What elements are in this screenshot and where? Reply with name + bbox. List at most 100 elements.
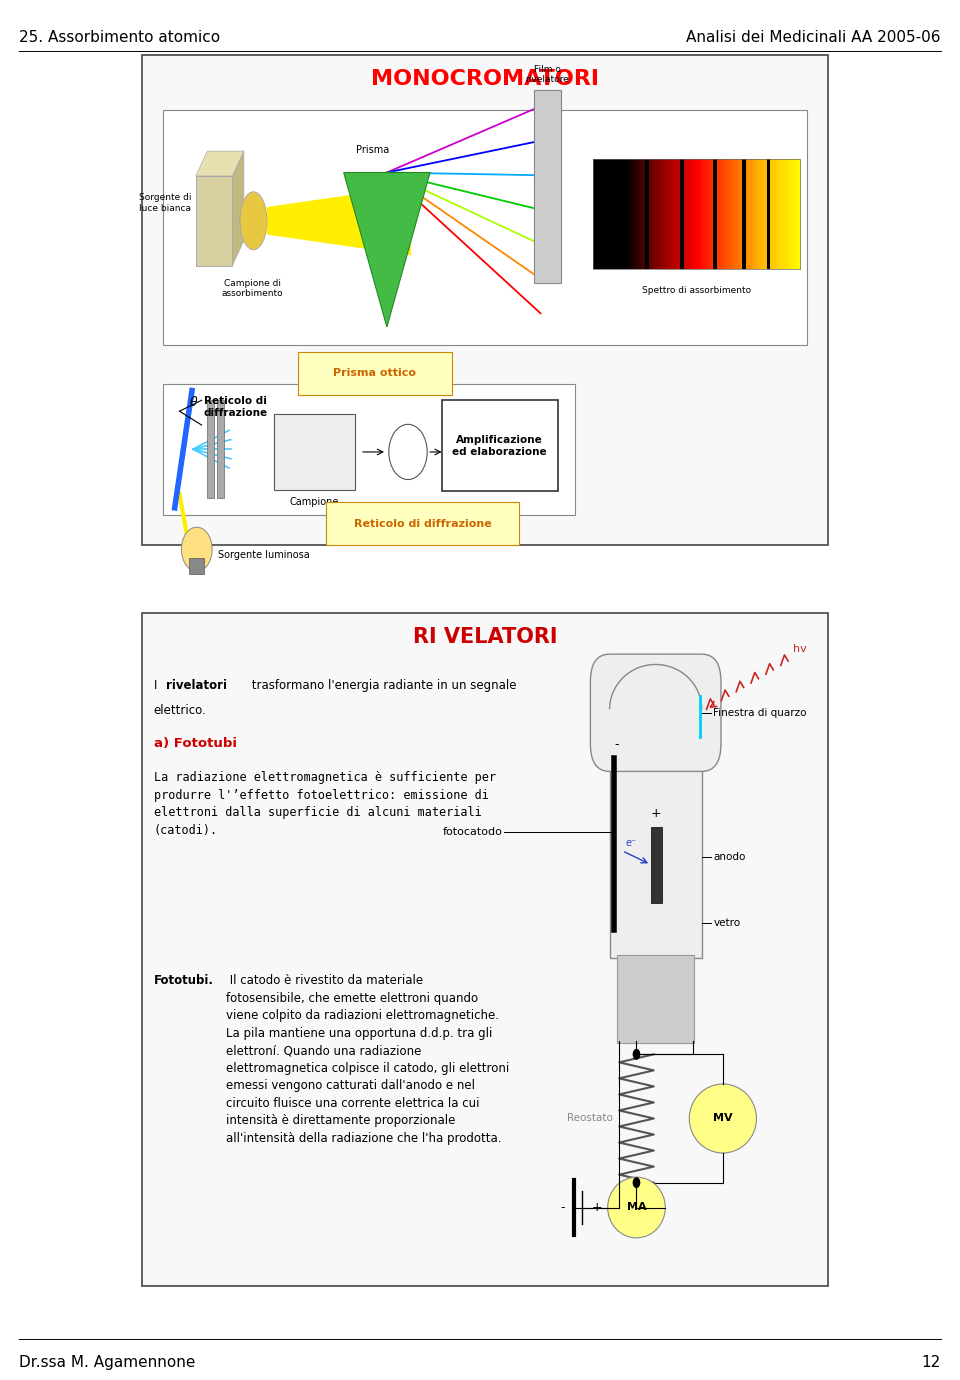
Bar — [662, 159, 666, 269]
Polygon shape — [196, 152, 244, 177]
Text: Amplificazione
ed elaborazione: Amplificazione ed elaborazione — [452, 435, 547, 457]
Bar — [697, 159, 701, 269]
Bar — [776, 159, 780, 269]
Ellipse shape — [689, 1085, 756, 1152]
Bar — [772, 159, 777, 269]
Bar — [704, 159, 708, 269]
Bar — [710, 159, 714, 269]
Bar — [648, 159, 653, 269]
Polygon shape — [267, 186, 411, 255]
Text: MONOCROMATORI: MONOCROMATORI — [372, 69, 599, 88]
Text: Reostato: Reostato — [566, 1114, 612, 1123]
Bar — [196, 177, 232, 265]
Text: Film o
rivelatore: Film o rivelatore — [525, 65, 569, 84]
Circle shape — [389, 425, 427, 480]
Bar — [689, 159, 694, 269]
Bar — [669, 159, 673, 269]
FancyBboxPatch shape — [298, 352, 452, 395]
Bar — [707, 159, 711, 269]
Bar — [142, 55, 828, 545]
Bar — [645, 159, 649, 269]
Bar — [748, 159, 753, 269]
Text: RI VELATORI: RI VELATORI — [413, 627, 558, 646]
Text: Il catodo è rivestito da materiale
fotosensibile, che emette elettroni quando
vi: Il catodo è rivestito da materiale fotos… — [226, 974, 509, 1145]
Bar — [765, 159, 770, 269]
Bar — [676, 159, 681, 269]
Bar — [610, 730, 702, 958]
Bar — [611, 159, 615, 269]
Text: Sorgente di
luce bianca: Sorgente di luce bianca — [138, 193, 191, 213]
Text: e⁻: e⁻ — [626, 838, 637, 847]
FancyBboxPatch shape — [590, 654, 721, 771]
Bar — [665, 159, 670, 269]
Text: Finestra di quarzo: Finestra di quarzo — [713, 708, 806, 719]
Bar — [713, 159, 717, 269]
Text: 25. Assorbimento atomico: 25. Assorbimento atomico — [19, 30, 221, 46]
Bar — [593, 159, 800, 269]
Bar — [628, 159, 632, 269]
Bar — [607, 159, 612, 269]
Text: rivelatori: rivelatori — [166, 679, 228, 691]
Text: hv: hv — [793, 644, 806, 654]
Bar — [780, 159, 783, 269]
Text: MA: MA — [627, 1202, 646, 1213]
Bar — [617, 159, 622, 269]
Bar — [762, 159, 766, 269]
Bar — [641, 159, 646, 269]
Bar — [680, 159, 684, 269]
Text: 12: 12 — [922, 1355, 941, 1370]
Bar — [659, 159, 663, 269]
Text: fotocatodo: fotocatodo — [443, 828, 502, 838]
Text: Sorgente luminosa: Sorgente luminosa — [218, 549, 310, 560]
Bar — [793, 159, 797, 269]
Bar — [737, 159, 742, 269]
Bar — [745, 159, 749, 269]
Bar — [621, 159, 625, 269]
Bar — [207, 400, 214, 498]
Text: Campione: Campione — [290, 497, 339, 506]
Text: trasformano l'energia radiante in un segnale: trasformano l'energia radiante in un seg… — [248, 679, 516, 691]
Text: La radiazione elettromagnetica è sufficiente per
produrre l'’effetto fotoelettri: La radiazione elettromagnetica è suffici… — [154, 771, 495, 836]
Bar — [652, 159, 657, 269]
Text: Campione di
assorbimento: Campione di assorbimento — [222, 279, 283, 298]
Text: Rivelatore: Rivelatore — [385, 370, 431, 380]
Circle shape — [633, 1049, 640, 1060]
Bar — [274, 414, 355, 490]
Bar — [742, 159, 746, 269]
Text: Dr.ssa M. Agamennone: Dr.ssa M. Agamennone — [19, 1355, 196, 1370]
Bar — [604, 159, 608, 269]
Text: elettrico.: elettrico. — [154, 704, 206, 716]
Bar — [614, 159, 618, 269]
Text: +: + — [591, 1201, 602, 1214]
Bar — [600, 159, 605, 269]
Text: a) Fototubi: a) Fototubi — [154, 737, 236, 749]
Bar — [635, 159, 639, 269]
Bar — [680, 159, 684, 269]
Bar — [786, 159, 790, 269]
Bar — [655, 159, 660, 269]
Bar — [789, 159, 794, 269]
Bar — [142, 613, 828, 1286]
Text: vetro: vetro — [713, 918, 740, 929]
Bar — [217, 400, 224, 498]
Text: Spettro di assorbimento: Spettro di assorbimento — [642, 286, 751, 295]
Bar — [534, 90, 561, 283]
Text: Fototubi.: Fototubi. — [154, 974, 213, 987]
Bar — [645, 159, 649, 269]
Text: Prisma ottico: Prisma ottico — [333, 368, 417, 378]
Bar — [597, 159, 601, 269]
Bar — [724, 159, 729, 269]
Polygon shape — [344, 172, 430, 327]
Bar — [631, 159, 636, 269]
FancyBboxPatch shape — [442, 400, 558, 491]
Bar — [686, 159, 690, 269]
Bar — [728, 159, 732, 269]
Bar — [672, 159, 677, 269]
Text: +: + — [650, 807, 661, 820]
Bar — [769, 159, 773, 269]
Bar — [593, 159, 598, 269]
Bar — [683, 159, 687, 269]
Bar — [163, 110, 807, 345]
Ellipse shape — [240, 192, 267, 250]
Bar — [717, 159, 722, 269]
